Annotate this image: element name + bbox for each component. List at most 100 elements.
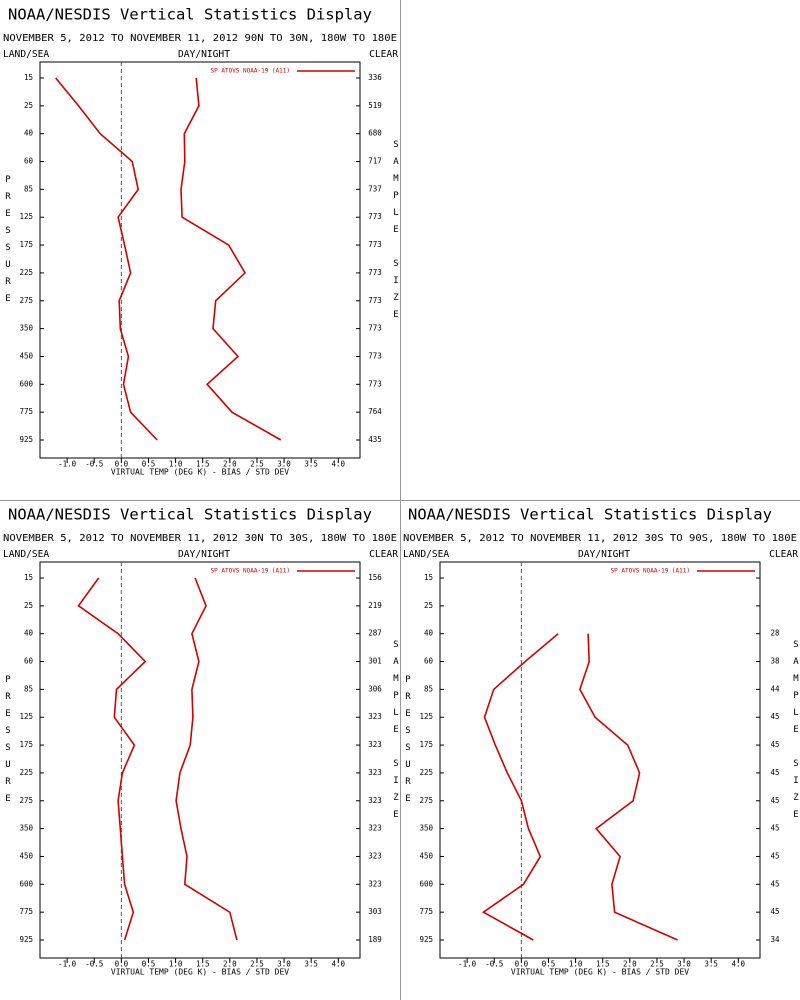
y2-axis-label: SAMPLE SIZE [391, 140, 401, 327]
y-tick-label: 25 [24, 601, 33, 610]
header-center: DAY/NIGHT [178, 49, 230, 60]
sample-size: 323 [368, 796, 382, 805]
sample-size: 44 [770, 684, 780, 693]
y-tick-label: 15 [424, 573, 433, 582]
sample-size: 45 [770, 824, 779, 833]
sample-size: 435 [368, 435, 382, 444]
sample-size: 323 [368, 740, 382, 749]
sample-size: 519 [368, 101, 382, 110]
x-tick-label: 4.0 [332, 960, 346, 969]
y-tick-label: 60 [24, 157, 34, 166]
chart-subtitle: NOVEMBER 5, 2012 TO NOVEMBER 11, 2012 30… [3, 533, 397, 544]
y-tick-label: 225 [19, 268, 33, 277]
sample-size: 287 [368, 629, 382, 638]
y-tick-label: 350 [19, 324, 33, 333]
y-tick-label: 60 [24, 657, 34, 666]
y-tick-label: 40 [24, 629, 34, 638]
header-center: DAY/NIGHT [178, 549, 230, 560]
sample-size: 773 [368, 240, 382, 249]
x-tick-label: 1.0 [569, 960, 583, 969]
sample-size: 303 [368, 907, 382, 916]
sample-size: 306 [368, 684, 382, 693]
sample-size: 38 [770, 657, 780, 666]
y-tick-label: 175 [419, 740, 433, 749]
sample-size: 189 [368, 935, 382, 944]
y-tick-label: 40 [424, 629, 434, 638]
y-tick-label: 225 [419, 768, 433, 777]
x-tick-label: -1.0 [58, 460, 77, 469]
x-tick-label: 0.0 [115, 960, 129, 969]
y-tick-label: 85 [424, 684, 433, 693]
sample-size: 45 [770, 879, 779, 888]
y-tick-label: 275 [419, 796, 433, 805]
sample-size: 45 [770, 796, 779, 805]
sample-size: 773 [368, 296, 382, 305]
y-tick-label: 450 [19, 851, 33, 860]
legend-label: SP ATOVS NOAA-19 (A11) [211, 568, 290, 575]
chart-subtitle: NOVEMBER 5, 2012 TO NOVEMBER 11, 2012 90… [3, 33, 397, 44]
y-axis-label: PRESSURE [403, 675, 413, 811]
y-tick-label: 925 [19, 435, 33, 444]
x-tick-label: -0.5 [485, 960, 503, 969]
x-tick-label: -1.0 [58, 960, 77, 969]
header-right: CLEAR [769, 549, 798, 560]
stats-panel: NOAA/NESDIS Vertical Statistics Display N… [400, 500, 800, 1000]
stats-panel: NOAA/NESDIS Vertical Statistics Display N… [0, 0, 401, 500]
x-axis-label: VIRTUAL TEMP (DEG K) - BIAS / STD DEV [511, 968, 689, 977]
x-tick-label: 3.0 [277, 960, 291, 969]
sample-size: 323 [368, 768, 382, 777]
sample-size: 28 [770, 629, 780, 638]
x-tick-label: 1.0 [169, 460, 183, 469]
y2-axis-label: SAMPLE SIZE [791, 640, 800, 827]
plot-frame [39, 61, 361, 459]
y-tick-label: 925 [419, 935, 433, 944]
x-tick-label: 2.0 [223, 460, 237, 469]
sample-size: 301 [368, 657, 382, 666]
y-tick-label: 15 [24, 73, 33, 82]
sample-size: 323 [368, 712, 382, 721]
y-tick-label: 450 [419, 851, 433, 860]
sample-size: 764 [368, 407, 382, 416]
sample-size: 323 [368, 851, 382, 860]
y-tick-label: 40 [24, 129, 34, 138]
x-tick-label: 1.5 [196, 960, 210, 969]
x-tick-label: 2.5 [650, 960, 664, 969]
sample-size: 45 [770, 740, 779, 749]
bias-line [55, 77, 158, 441]
y-tick-label: 600 [419, 879, 433, 888]
sample-size: 45 [770, 712, 779, 721]
sample-size: 773 [368, 351, 382, 360]
sample-size: 773 [368, 212, 382, 221]
chart: NOAA/NESDIS Vertical Statistics Display N… [3, 6, 398, 477]
std-dev-line [579, 633, 678, 941]
y-tick-label: 125 [419, 712, 433, 721]
y-tick-label: 25 [24, 101, 33, 110]
y-tick-label: 85 [24, 684, 33, 693]
x-tick-label: 3.0 [277, 460, 291, 469]
y-tick-label: 775 [419, 907, 433, 916]
sample-size: 34 [770, 935, 780, 944]
std-dev-line [180, 77, 282, 441]
y-tick-label: 25 [424, 601, 433, 610]
y-tick-label: 775 [19, 907, 33, 916]
x-tick-label: 3.0 [677, 960, 691, 969]
x-tick-label: 4.0 [332, 460, 346, 469]
y-tick-label: 600 [19, 879, 33, 888]
divider [0, 500, 800, 501]
x-tick-label: 3.5 [704, 960, 718, 969]
y-tick-label: 15 [24, 573, 33, 582]
y-tick-label: 925 [19, 935, 33, 944]
x-tick-label: 2.0 [623, 960, 637, 969]
y-axis-label: PRESSURE [3, 675, 13, 811]
x-tick-label: 0.5 [142, 460, 156, 469]
header-right: CLEAR [369, 49, 398, 60]
x-tick-label: 1.5 [196, 460, 210, 469]
y-axis-label: PRESSURE [3, 175, 13, 311]
y-tick-label: 775 [19, 407, 33, 416]
y-tick-label: 275 [19, 796, 33, 805]
y-tick-label: 85 [24, 184, 33, 193]
sample-size: 45 [770, 768, 779, 777]
x-axis-label: VIRTUAL TEMP (DEG K) - BIAS / STD DEV [111, 968, 289, 977]
sample-size: 717 [368, 157, 382, 166]
sample-size: 680 [368, 129, 382, 138]
